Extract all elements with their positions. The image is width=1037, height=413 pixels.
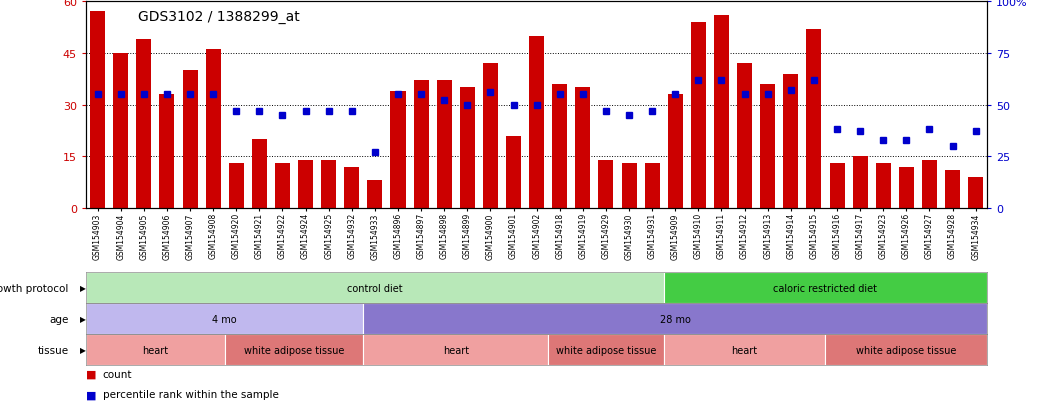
Text: white adipose tissue: white adipose tissue [244,345,344,355]
Text: count: count [103,369,132,379]
Bar [86,335,225,366]
Bar [229,164,244,209]
Bar [252,140,267,209]
Text: percentile rank within the sample: percentile rank within the sample [103,389,279,399]
Bar [363,335,549,366]
Bar [875,164,891,209]
Bar [714,16,729,209]
Text: heart: heart [731,345,758,355]
Bar [437,81,452,209]
Bar [664,273,987,304]
Bar [321,160,336,209]
Bar [737,64,752,209]
Bar [367,181,383,209]
Bar [183,71,198,209]
Bar [852,157,868,209]
Bar [298,160,313,209]
Bar [344,167,359,209]
Bar [86,304,363,335]
Bar [529,36,544,209]
Text: ▶: ▶ [80,284,86,292]
Text: ▶: ▶ [80,346,86,354]
Text: heart: heart [443,345,469,355]
Text: ▶: ▶ [80,315,86,323]
Bar [136,40,151,209]
Bar [275,164,290,209]
Text: age: age [49,314,68,324]
Bar [760,85,776,209]
Text: 4 mo: 4 mo [213,314,237,324]
Text: white adipose tissue: white adipose tissue [556,345,656,355]
Text: GDS3102 / 1388299_at: GDS3102 / 1388299_at [138,10,300,24]
Bar [621,164,637,209]
Bar [691,23,706,209]
Text: control diet: control diet [347,283,402,293]
Bar [160,95,174,209]
Text: 28 mo: 28 mo [660,314,691,324]
Bar [668,95,682,209]
Bar [830,164,844,209]
Text: white adipose tissue: white adipose tissue [857,345,956,355]
Bar [969,178,983,209]
Bar [414,81,428,209]
Bar [807,30,821,209]
Bar [553,85,567,209]
Text: caloric restricted diet: caloric restricted diet [774,283,877,293]
Bar [225,335,363,366]
Bar [945,171,960,209]
Bar [205,50,221,209]
Bar [90,12,105,209]
Bar [783,74,798,209]
Text: ■: ■ [86,369,96,379]
Bar [576,88,590,209]
Bar [899,167,914,209]
Bar [459,88,475,209]
Bar [598,160,614,209]
Text: heart: heart [142,345,168,355]
Bar [825,335,987,366]
Bar [922,160,937,209]
Text: tissue: tissue [37,345,68,355]
Bar [363,304,987,335]
Bar [664,335,825,366]
Bar [113,54,129,209]
Bar [645,164,660,209]
Text: growth protocol: growth protocol [0,283,68,293]
Bar [391,92,405,209]
Bar [483,64,498,209]
Bar [86,273,664,304]
Text: ■: ■ [86,389,96,399]
Bar [506,136,521,209]
Bar [549,335,664,366]
